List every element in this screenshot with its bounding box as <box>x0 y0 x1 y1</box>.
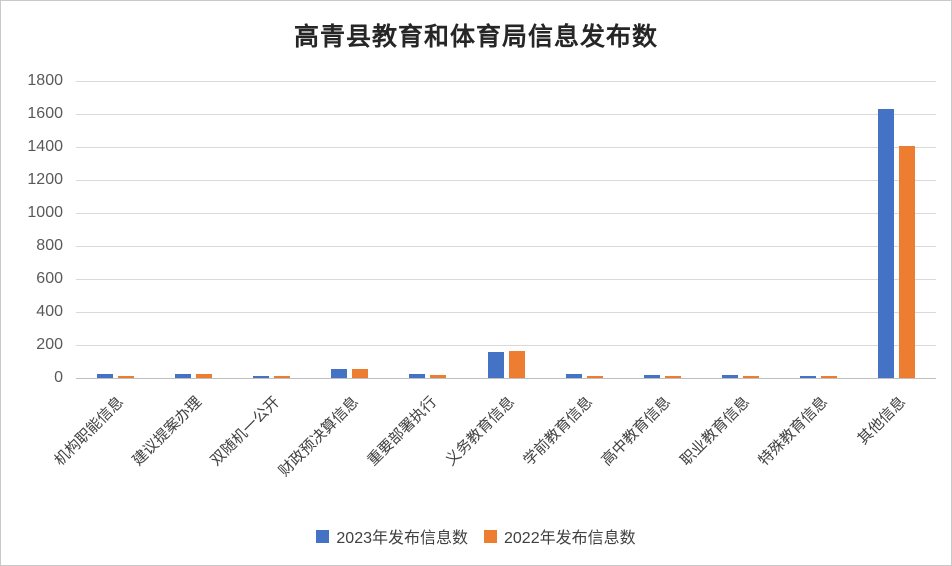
bar-group <box>76 81 154 378</box>
bar-group <box>545 81 623 378</box>
bar-group <box>702 81 780 378</box>
bar <box>331 368 348 378</box>
x-axis-label: 特殊教育信息 <box>755 393 831 470</box>
bar-group <box>623 81 701 378</box>
bar <box>409 374 426 378</box>
bar <box>722 375 739 378</box>
gridline <box>76 81 936 82</box>
bar <box>273 376 290 378</box>
bar <box>743 375 760 378</box>
y-axis-label: 200 <box>36 336 63 353</box>
bar <box>195 374 212 378</box>
bar <box>96 374 113 378</box>
bar <box>508 350 525 378</box>
bar <box>821 375 838 378</box>
y-axis-label: 1200 <box>27 171 63 188</box>
legend-label: 2023年发布信息数 <box>336 530 468 547</box>
gridline <box>76 147 936 148</box>
gridline <box>76 345 936 346</box>
bar <box>878 108 895 378</box>
legend: 2023年发布信息数 2022年发布信息数 <box>1 524 951 548</box>
bars-container <box>76 81 936 378</box>
x-axis-label: 重要部署执行 <box>364 393 440 470</box>
gridline <box>76 279 936 280</box>
gridline <box>76 213 936 214</box>
bar-group <box>467 81 545 378</box>
y-axis-label: 1600 <box>27 105 63 122</box>
legend-item: 2022年发布信息数 <box>484 524 636 548</box>
bar-group <box>780 81 858 378</box>
bar <box>430 375 447 378</box>
bar <box>899 146 916 378</box>
bar <box>643 375 660 378</box>
gridline <box>76 114 936 115</box>
legend-swatch-icon <box>484 529 497 543</box>
bar <box>664 375 681 378</box>
x-axis-label: 机构职能信息 <box>51 393 128 470</box>
y-axis-label: 600 <box>36 270 63 287</box>
bar <box>174 374 191 378</box>
x-axis-labels: 机构职能信息 建议提案办理 双随机一公开 财政预决算信息 重要部署执行 义务教育信息 学前教… <box>51 390 936 520</box>
y-axis-label: 1800 <box>27 72 63 89</box>
y-axis-label: 400 <box>36 303 63 320</box>
y-axis-label: 1000 <box>27 204 63 221</box>
legend-item: 2023年发布信息数 <box>316 524 468 548</box>
legend-label: 2022年发布信息数 <box>504 530 636 547</box>
bar <box>117 375 134 378</box>
bar <box>487 351 504 378</box>
y-axis-label: 0 <box>54 369 63 386</box>
y-axis-label: 1400 <box>27 138 63 155</box>
x-axis-label: 义务教育信息 <box>442 393 519 470</box>
bar <box>800 375 817 378</box>
bar-group <box>154 81 232 378</box>
y-axis-labels: 0 200 400 600 800 1000 1200 1400 1600 1800 <box>1 72 63 386</box>
y-axis-label: 800 <box>36 237 63 254</box>
bar <box>352 369 369 378</box>
x-axis-label: 其他信息 <box>854 393 909 448</box>
chart-title: 高青县教育和体育局信息发布数 <box>293 24 658 51</box>
bar <box>565 373 582 378</box>
bar-group <box>389 81 467 378</box>
gridline <box>76 246 936 247</box>
x-axis-line <box>76 378 936 379</box>
gridline <box>76 180 936 181</box>
plot-area <box>76 81 936 379</box>
bar <box>252 375 269 378</box>
legend-swatch-icon <box>316 529 330 543</box>
bar <box>586 375 603 378</box>
gridline <box>76 312 936 313</box>
bar-group <box>858 81 936 378</box>
bar-group <box>232 81 310 378</box>
bar-group <box>311 81 389 378</box>
